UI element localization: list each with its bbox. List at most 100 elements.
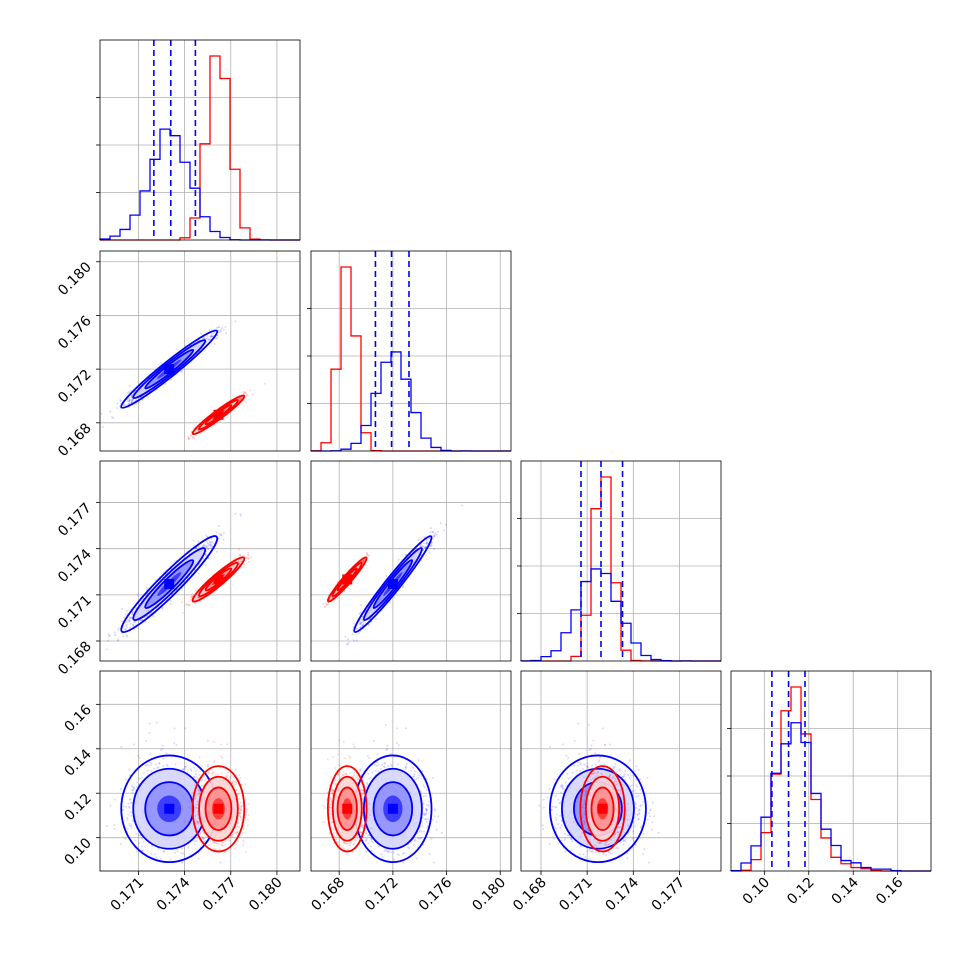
sample-point	[204, 563, 207, 566]
sample-point	[126, 392, 129, 395]
sample-point	[239, 561, 242, 564]
sample-point	[196, 596, 199, 599]
sample-point	[108, 634, 111, 637]
sample-point	[128, 398, 131, 401]
panel-border	[310, 250, 512, 452]
sample-point	[197, 572, 200, 575]
hist-line-series-0	[730, 722, 931, 872]
sample-point	[101, 425, 104, 428]
sample-point	[208, 543, 211, 546]
sample-point	[187, 437, 190, 440]
sample-point	[139, 619, 142, 622]
sample-point	[222, 538, 225, 541]
sample-point	[240, 396, 243, 399]
sample-point	[131, 624, 134, 627]
sample-point	[116, 639, 119, 642]
sample-point	[131, 611, 134, 614]
sample-point	[164, 382, 167, 385]
sample-point	[128, 402, 131, 405]
sample-point	[222, 328, 225, 331]
sample-point	[237, 560, 240, 563]
sample-point	[249, 389, 252, 392]
sample-point	[136, 594, 139, 597]
sample-point	[199, 332, 202, 335]
sample-point	[224, 325, 227, 328]
sample-point	[219, 533, 222, 536]
sample-point	[122, 403, 125, 406]
sample-point	[210, 544, 213, 547]
panel-inner	[105, 512, 253, 651]
sample-point	[121, 607, 124, 610]
sample-point	[213, 342, 216, 345]
sample-point	[244, 391, 247, 394]
hist-panel-3	[727, 670, 932, 872]
sample-point	[120, 620, 123, 623]
peak-marker	[164, 364, 175, 375]
sample-point	[128, 616, 131, 619]
sample-point	[263, 382, 266, 385]
sample-point	[127, 390, 130, 393]
sample-point	[219, 534, 222, 537]
sample-point	[133, 620, 136, 623]
sample-point	[203, 337, 206, 340]
sample-point	[205, 540, 208, 543]
panel-border	[99, 250, 301, 452]
sample-point	[196, 595, 199, 598]
sample-point	[246, 553, 249, 556]
sample-point	[109, 410, 112, 413]
sample-point	[124, 404, 127, 407]
sample-point	[217, 525, 220, 528]
sample-point	[131, 398, 134, 401]
sample-point	[234, 320, 237, 323]
sample-point	[217, 326, 220, 329]
sample-point	[207, 338, 210, 341]
sample-point	[240, 559, 243, 562]
sample-point	[123, 616, 126, 619]
sample-point	[215, 531, 218, 534]
sample-point	[217, 331, 220, 334]
sample-point	[239, 397, 242, 400]
sample-point	[187, 437, 190, 440]
sample-point	[132, 623, 135, 626]
sample-point	[210, 333, 213, 336]
sample-point	[152, 615, 155, 618]
sample-point	[190, 433, 193, 436]
sample-point	[187, 604, 190, 607]
sample-point	[169, 599, 172, 602]
sample-point	[115, 406, 118, 409]
sample-point	[128, 399, 131, 402]
sample-point	[128, 399, 131, 402]
sample-point	[203, 598, 206, 601]
scatter-panel-1-0-bg	[100, 251, 300, 451]
sample-point	[175, 348, 178, 351]
sample-point	[124, 613, 127, 616]
sample-point	[196, 429, 199, 432]
sample-point	[131, 400, 134, 403]
sample-point	[214, 337, 217, 340]
sample-point	[112, 416, 115, 419]
sample-point	[130, 396, 133, 399]
sample-point	[117, 627, 120, 630]
sample-point	[126, 626, 129, 629]
sample-point	[202, 543, 205, 546]
sample-point	[202, 544, 205, 547]
sample-point	[219, 330, 222, 333]
sample-point	[222, 531, 225, 534]
sample-point	[188, 603, 191, 606]
sample-point	[251, 392, 254, 395]
sample-point	[215, 550, 218, 553]
sample-point	[169, 602, 172, 605]
sample-point	[184, 603, 187, 606]
sample-point	[117, 638, 120, 641]
sample-point	[239, 513, 242, 516]
sample-point	[245, 400, 248, 403]
sample-point	[246, 394, 249, 397]
sample-point	[119, 399, 122, 402]
sample-point	[216, 337, 219, 340]
sample-point	[205, 534, 208, 537]
sample-point	[194, 589, 197, 592]
sample-point	[123, 628, 126, 631]
sample-point	[135, 606, 138, 609]
sample-point	[187, 435, 190, 438]
